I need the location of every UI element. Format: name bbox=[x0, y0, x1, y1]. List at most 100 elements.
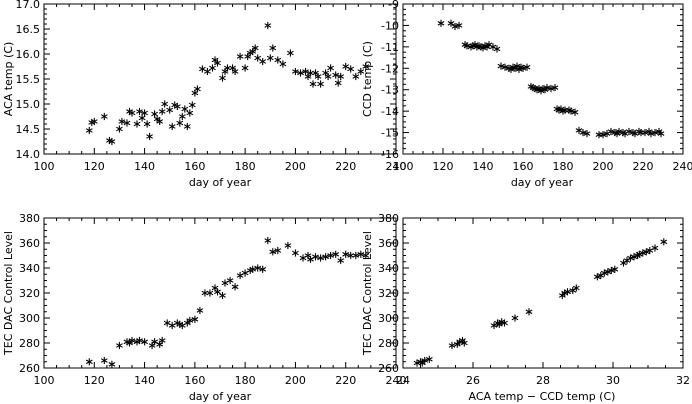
data-point bbox=[108, 360, 116, 368]
panel-3-xlabel: ACA temp − CCD temp (C) bbox=[469, 390, 616, 403]
data-point bbox=[284, 241, 292, 250]
panel-0-y-tick-label: 14.0 bbox=[16, 148, 41, 161]
data-point bbox=[287, 49, 294, 57]
panel-3-y-tick-label: 280 bbox=[378, 337, 399, 350]
data-point bbox=[572, 284, 580, 292]
data-point bbox=[269, 44, 277, 52]
panel-2-x-tick-label: 120 bbox=[84, 374, 105, 387]
data-point bbox=[567, 107, 575, 115]
data-point bbox=[357, 250, 365, 258]
panel-2-y-tick-label: 300 bbox=[19, 312, 40, 325]
data-point bbox=[163, 319, 171, 327]
data-point bbox=[214, 288, 221, 296]
panel-0-x-tick-label: 140 bbox=[134, 160, 155, 173]
data-point bbox=[118, 117, 126, 126]
data-point bbox=[651, 129, 659, 137]
data-point bbox=[206, 289, 214, 297]
panel-3-y-tick-label: 300 bbox=[378, 312, 399, 325]
data-point bbox=[342, 62, 350, 71]
data-point bbox=[571, 108, 579, 116]
data-point bbox=[100, 356, 108, 365]
data-point bbox=[194, 85, 201, 93]
data-point bbox=[357, 67, 365, 76]
panel-1-x-tick-label: 240 bbox=[673, 160, 692, 173]
data-point bbox=[641, 129, 649, 137]
data-point bbox=[623, 256, 631, 265]
data-point bbox=[317, 80, 324, 88]
data-point bbox=[161, 100, 169, 108]
data-point bbox=[334, 79, 342, 87]
data-point bbox=[352, 251, 360, 260]
panel-2-ylabel: TEC DAC Control Level bbox=[2, 231, 15, 356]
data-point bbox=[342, 250, 350, 258]
panel-1-x-tick-label: 120 bbox=[433, 160, 454, 173]
panel-3-y-tick-label: 340 bbox=[378, 262, 399, 275]
panel-2-y-tick-label: 260 bbox=[19, 362, 40, 375]
data-point bbox=[493, 45, 501, 53]
data-point bbox=[236, 271, 244, 280]
tec-dac-vs-temp-difference-panel: ACA temp − CCD temp (C) TEC DAC Control … bbox=[361, 212, 690, 403]
panel-2-x-tick-label: 200 bbox=[285, 374, 306, 387]
data-point bbox=[219, 74, 226, 82]
data-point bbox=[176, 119, 184, 127]
data-point bbox=[251, 44, 259, 52]
data-point bbox=[128, 336, 136, 345]
panel-0-x-tick-label: 220 bbox=[335, 160, 356, 173]
panel-3-x-tick-label: 28 bbox=[536, 374, 550, 387]
data-point bbox=[463, 42, 471, 50]
data-point bbox=[627, 254, 634, 262]
data-point bbox=[146, 132, 153, 141]
data-point bbox=[141, 109, 148, 117]
panel-1-x-tick-label: 100 bbox=[393, 160, 414, 173]
data-point bbox=[116, 341, 123, 350]
panel-0-y-tick-label: 14.5 bbox=[16, 123, 41, 136]
panel-1-ylabel: CCD temp (C) bbox=[361, 41, 374, 117]
data-point bbox=[143, 120, 151, 128]
data-point bbox=[236, 52, 244, 61]
data-point bbox=[625, 127, 633, 136]
data-point bbox=[173, 102, 181, 111]
data-point bbox=[599, 131, 607, 139]
data-point bbox=[600, 269, 608, 277]
data-point bbox=[332, 71, 340, 79]
data-point bbox=[519, 64, 527, 72]
data-point bbox=[264, 21, 272, 30]
panel-2-x-tick-label: 160 bbox=[184, 374, 205, 387]
panel-2-x-tick-label: 140 bbox=[134, 374, 155, 387]
data-point bbox=[547, 84, 555, 93]
data-point bbox=[90, 117, 98, 126]
data-point bbox=[660, 238, 668, 246]
data-point bbox=[231, 67, 239, 76]
data-point bbox=[133, 120, 141, 128]
data-point bbox=[451, 22, 459, 31]
panel-1-y-tick-label: -15 bbox=[381, 127, 399, 140]
data-point bbox=[209, 64, 216, 72]
data-point bbox=[136, 336, 143, 345]
panel-0-y-tick-label: 15.5 bbox=[16, 73, 41, 86]
data-point bbox=[249, 265, 257, 273]
data-point bbox=[460, 339, 468, 347]
panel-1-x-tick-label: 180 bbox=[553, 160, 574, 173]
data-point bbox=[651, 244, 659, 252]
data-point bbox=[241, 64, 249, 72]
data-point bbox=[595, 131, 603, 139]
data-point bbox=[201, 289, 209, 297]
data-point bbox=[607, 266, 615, 275]
data-point bbox=[186, 109, 194, 117]
panel-3-frame bbox=[402, 217, 684, 369]
panel-2-x-tick-label: 100 bbox=[34, 374, 55, 387]
data-point bbox=[266, 54, 274, 62]
data-point bbox=[85, 358, 93, 366]
panel-0-xlabel: day of year bbox=[189, 176, 252, 189]
panel-1-y-tick-label: -11 bbox=[381, 41, 399, 54]
ccd-temp-vs-day-panel: day of year CCD temp (C) 100 120 140 160 180… bbox=[361, 0, 692, 189]
panel-2-y-tick-label: 340 bbox=[19, 262, 40, 275]
aca-temp-vs-day-panel: day of year ACA temp (C) 100 120 140 160 180… bbox=[2, 0, 407, 189]
data-point bbox=[615, 127, 623, 136]
data-point bbox=[593, 273, 601, 281]
data-point bbox=[642, 248, 650, 256]
data-point bbox=[219, 291, 226, 300]
data-point bbox=[579, 129, 587, 137]
panel-3-y-tick-label: 360 bbox=[378, 237, 399, 250]
data-point bbox=[551, 83, 559, 92]
